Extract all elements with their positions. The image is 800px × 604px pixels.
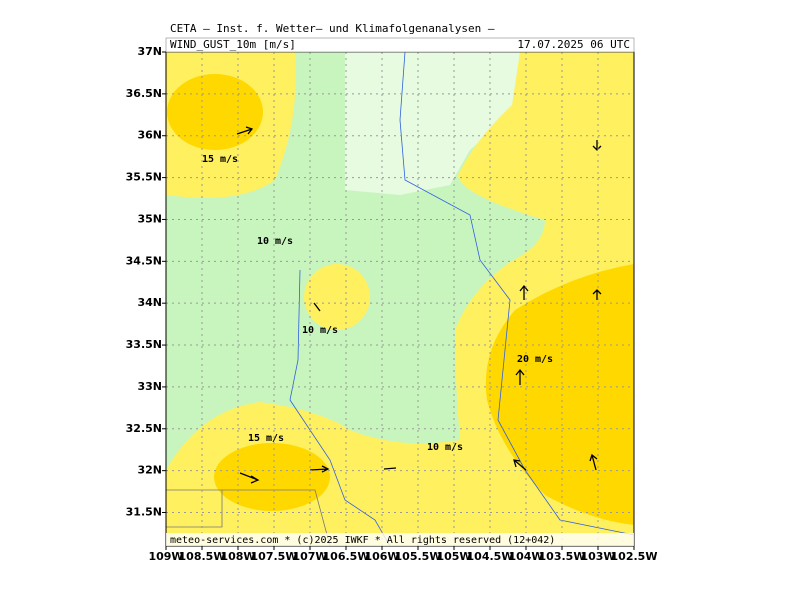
y-tick-label: 35.5N [126, 171, 162, 184]
y-tick-label: 32.5N [126, 422, 162, 435]
x-tick-label: 108W [220, 550, 255, 563]
yellow-region [304, 264, 370, 330]
river [399, 52, 634, 536]
variable-box [165, 37, 635, 53]
contour-label: 10 m/s [302, 325, 338, 336]
x-tick-label: 107W [292, 550, 327, 563]
y-tick-label: 37N [137, 45, 162, 58]
y-tick-label: 33.5N [126, 338, 162, 351]
y-tick-label: 31.5N [126, 506, 162, 519]
x-tick-label: 102.5W [611, 550, 658, 563]
footer: meteo-services.com * (c)2025 IWKF * All … [170, 535, 555, 546]
border [166, 489, 331, 546]
gold-region [167, 74, 263, 150]
river [289, 269, 391, 546]
light-region [345, 52, 520, 195]
y-tick-label: 36N [137, 129, 162, 142]
contour-label: 15 m/s [202, 154, 238, 165]
field [166, 52, 634, 546]
x-tick-label: 105.5W [395, 550, 442, 563]
contour-label: 10 m/s [427, 442, 463, 453]
x-tick-label: 104W [508, 550, 543, 563]
contour-label: 15 m/s [248, 433, 284, 444]
y-tick-label: 32N [137, 464, 162, 477]
y-tick-label: 35N [137, 212, 162, 225]
y-tick-label: 34.5N [126, 254, 162, 267]
grid [166, 52, 634, 546]
x-tick-label: 103W [580, 550, 615, 563]
variable: WIND_GUST_10m [m/s] [170, 38, 296, 51]
y-tick-label: 36.5N [126, 87, 162, 100]
x-tick-label: 104.5W [467, 550, 514, 563]
x-tick-label: 106W [364, 550, 399, 563]
x-tick-label: 106.5W [323, 550, 370, 563]
gold-region [485, 264, 634, 525]
wind-arrows [236, 126, 602, 484]
datetime: 17.07.2025 06 UTC [517, 38, 630, 51]
contour-label: 20 m/s [517, 354, 553, 365]
x-tick-label: 108.5W [179, 550, 226, 563]
x-tick-label: 105W [436, 550, 471, 563]
x-tick-label: 109W [148, 550, 183, 563]
y-tick-label: 34N [137, 296, 162, 309]
footer-box [166, 533, 634, 546]
x-tick-label: 103.5W [539, 550, 586, 563]
title: CETA — Inst. f. Wetter— und Klimafolgena… [170, 22, 495, 35]
y-tick-label: 33N [137, 380, 162, 393]
contour-label: 10 m/s [257, 236, 293, 247]
x-tick-label: 107.5W [251, 550, 298, 563]
gold-region [214, 443, 330, 511]
